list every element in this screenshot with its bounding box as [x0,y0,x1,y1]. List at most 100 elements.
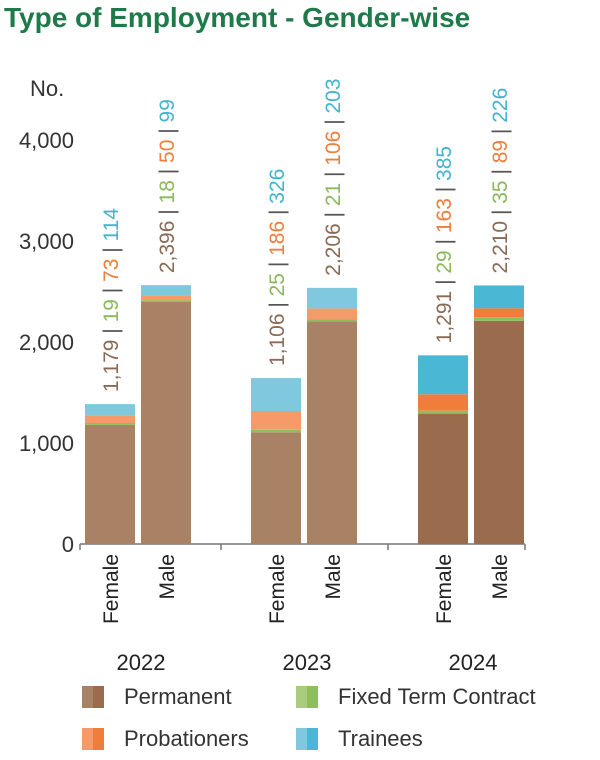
bar-value-label: 2,210 | 35 | 89 | 226 [489,88,512,274]
label-separator: | [322,114,345,131]
x-category-label: Female [266,554,289,624]
bar-segment-permanent [251,432,301,544]
stacked-bar-chart: No. 0 1,000 2,000 3,000 4,000 1,179 | 19 | 73 … [19,76,526,675]
bar-value-label: 1,291 | 29 | 163 | 385 [433,146,456,343]
y-tick-label: 2,000 [19,330,74,355]
bar-value-part: 385 [433,146,456,181]
bar-segment-fixed-term [251,429,301,433]
y-tick-label: 1,000 [19,431,74,456]
bar-value-part: 18 [156,180,179,203]
y-tick-label: 0 [62,532,74,557]
bar-value-label: 2,206 | 21 | 106 | 203 [322,78,345,275]
bar-value-part: 73 [100,259,123,282]
bar-value-part: 19 [100,299,123,322]
label-separator: | [156,203,179,220]
x-category-label: Male [322,554,345,600]
bar-value-part: 163 [433,198,456,233]
bar-value-part: 25 [266,273,289,296]
bar-value-part: 50 [156,140,179,163]
bar-segment-permanent [85,424,135,544]
bar-segment-probationers [251,410,301,430]
bar-value-part: 226 [489,88,512,123]
label-separator: | [266,296,289,313]
bar-segment-fixed-term [474,317,524,321]
bar-value-part: 2,396 [156,221,179,274]
legend-label-trainees: Trainees [338,726,423,751]
bar-value-part: 89 [489,140,512,163]
label-separator: | [266,256,289,273]
legend-swatch-fixed-term [296,686,318,708]
bar-value-part: 114 [100,208,123,242]
label-separator: | [100,322,123,339]
bar-segment-trainees [85,404,135,416]
x-category-label: Male [489,554,512,600]
bar-segment-probationers [85,415,135,424]
x-category-label: Male [156,554,179,600]
bar-segment-fixed-term [418,410,468,414]
bar-value-part: 1,106 [266,313,289,366]
bar-segment-probationers [307,308,357,320]
bar-segment-trainees [418,355,468,395]
x-group-label: 2023 [283,650,332,675]
bar-value-part: 106 [322,131,345,166]
bar-value-part: 21 [322,183,345,206]
x-category-label: Female [433,554,456,624]
bar-value-part: 1,179 [100,340,123,393]
label-separator: | [156,122,179,139]
x-group-label: 2022 [117,650,166,675]
y-tick-label: 4,000 [19,128,74,153]
bar-value-label: 2,396 | 18 | 50 | 99 [156,99,179,273]
bar-segment-trainees [251,378,301,411]
bar-value-part: 29 [433,250,456,273]
bar-segment-trainees [307,287,357,309]
legend: Permanent Fixed Term Contract Probatione… [82,684,592,760]
label-separator: | [100,282,123,299]
legend-item-fixed-term: Fixed Term Contract [296,684,536,710]
bar-segment-fixed-term [307,319,357,322]
label-separator: | [433,274,456,291]
x-category-label: Female [100,554,123,624]
bar-segment-permanent [418,413,468,544]
bar-value-label: 1,106 | 25 | 186 | 326 [266,169,289,366]
bar-segment-permanent [474,320,524,544]
y-axis-label: No. [30,76,64,101]
legend-label-fixed-term: Fixed Term Contract [338,684,536,709]
chart-title: Type of Employment - Gender-wise [4,2,471,33]
legend-item-permanent: Permanent [82,684,232,710]
legend-label-permanent: Permanent [124,684,232,709]
bar-segment-permanent [141,302,191,544]
y-tick-label: 3,000 [19,229,74,254]
x-group-label: 2024 [449,650,498,675]
label-separator: | [156,163,179,180]
legend-label-probationers: Probationers [124,726,249,751]
bar-segment-fixed-term [141,300,191,303]
label-separator: | [322,206,345,223]
legend-swatch-permanent [82,686,104,708]
legend-item-trainees: Trainees [296,726,423,752]
bar-value-part: 35 [489,180,512,203]
label-separator: | [322,166,345,183]
label-separator: | [433,181,456,198]
legend-swatch-trainees [296,728,318,750]
bar-segment-probationers [418,394,468,411]
label-separator: | [100,241,123,258]
bar-segment-trainees [474,285,524,309]
label-separator: | [489,163,512,180]
label-separator: | [489,123,512,140]
legend-swatch-probationers [82,728,104,750]
bar-value-part: 2,210 [489,221,512,274]
legend-item-probationers: Probationers [82,726,249,752]
bar-value-label: 1,179 | 19 | 73 | 114 [100,208,123,392]
label-separator: | [266,204,289,221]
bar-value-part: 186 [266,221,289,256]
bar-value-part: 203 [322,78,345,113]
bar-value-part: 326 [266,169,289,204]
bar-value-part: 1,291 [433,291,456,344]
bar-value-part: 2,206 [322,223,345,276]
bar-segment-probationers [141,295,191,301]
bar-value-part: 99 [156,99,179,122]
bar-segment-trainees [141,285,191,296]
label-separator: | [433,233,456,250]
bar-segment-permanent [307,321,357,544]
label-separator: | [489,204,512,221]
